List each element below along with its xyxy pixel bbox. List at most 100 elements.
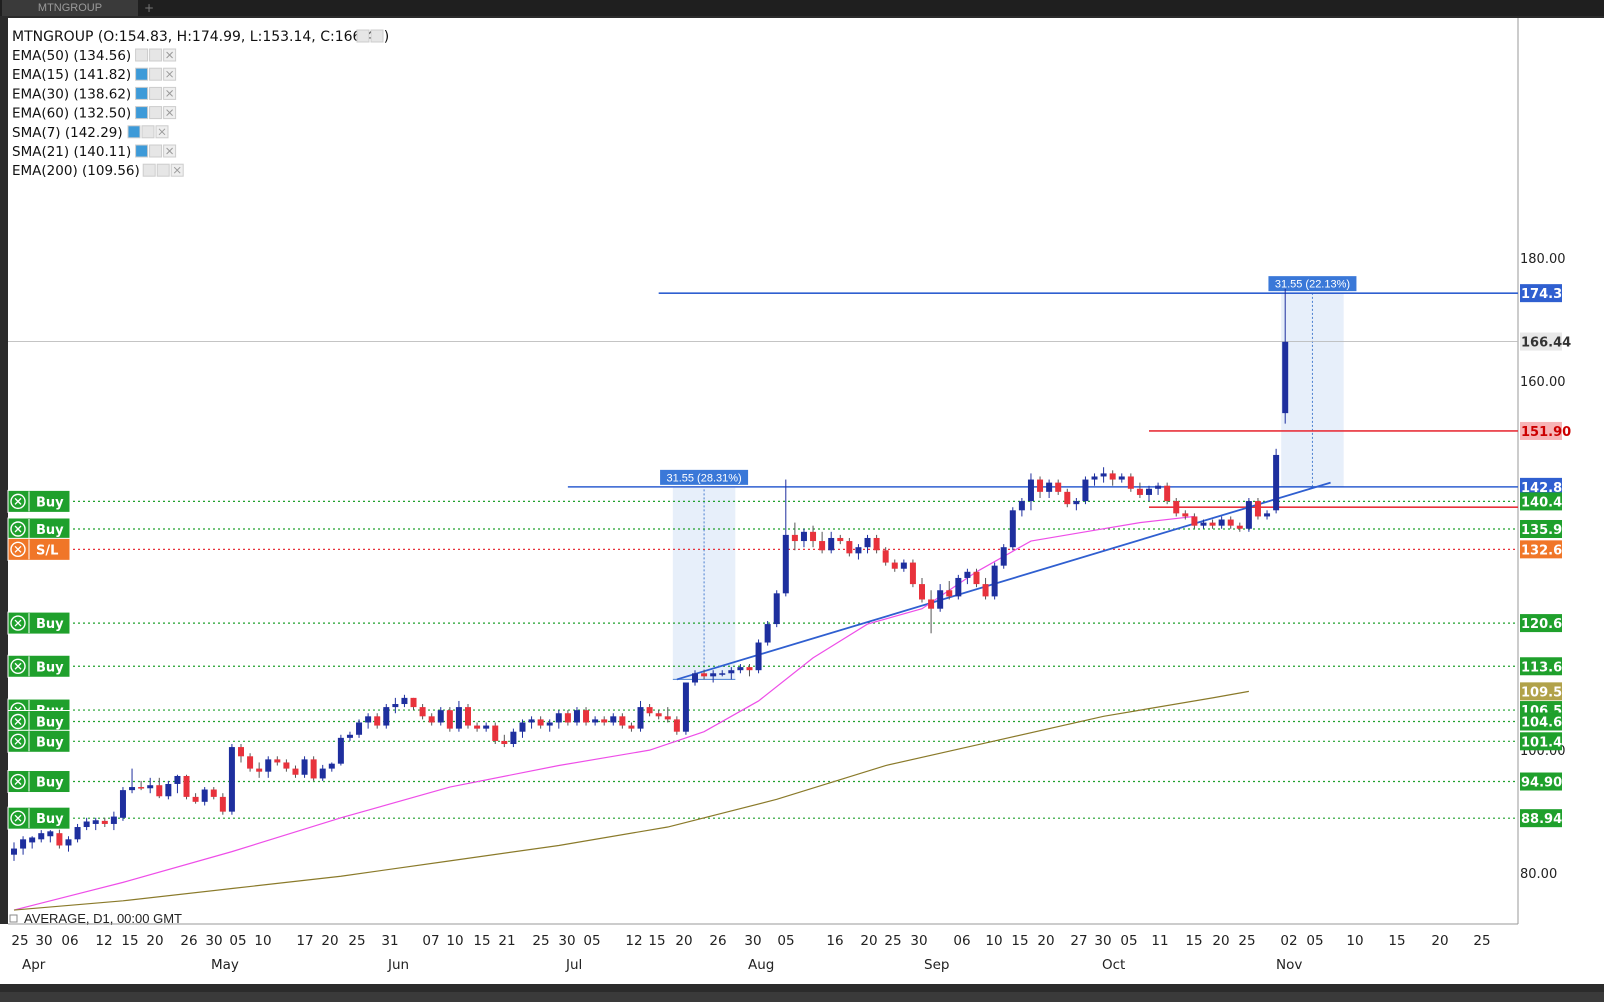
cancel-order-icon[interactable] <box>10 733 26 749</box>
candle[interactable] <box>101 820 108 824</box>
candle[interactable] <box>964 571 971 578</box>
candle[interactable] <box>419 707 426 717</box>
candle[interactable] <box>274 759 281 763</box>
candle[interactable] <box>791 534 798 542</box>
gear-icon[interactable] <box>149 86 163 100</box>
candle[interactable] <box>1046 482 1053 492</box>
candle[interactable] <box>1155 485 1162 489</box>
candle[interactable] <box>1273 454 1280 511</box>
candle[interactable] <box>882 550 889 563</box>
candle[interactable] <box>564 713 571 723</box>
candle[interactable] <box>38 833 45 840</box>
candle[interactable] <box>74 827 81 840</box>
candle[interactable] <box>328 763 335 769</box>
candle[interactable] <box>928 599 935 609</box>
order-button[interactable] <box>7 537 71 561</box>
candle[interactable] <box>474 725 481 729</box>
candle[interactable] <box>1000 547 1007 566</box>
candle[interactable] <box>746 667 753 671</box>
candle[interactable] <box>428 716 435 723</box>
candle[interactable] <box>165 783 172 797</box>
candle[interactable] <box>619 716 626 726</box>
candle[interactable] <box>292 768 299 775</box>
candle[interactable] <box>1236 525 1243 529</box>
candle[interactable] <box>692 673 698 683</box>
candle[interactable] <box>1100 473 1107 477</box>
cancel-order-icon[interactable] <box>10 493 26 510</box>
eye-icon[interactable] <box>135 48 149 62</box>
candle[interactable] <box>528 719 535 723</box>
candle[interactable] <box>1191 516 1198 526</box>
candle[interactable] <box>873 537 880 551</box>
gear-icon[interactable] <box>149 144 163 158</box>
cancel-order-icon[interactable] <box>10 615 26 631</box>
candle[interactable] <box>510 731 517 744</box>
plot-area[interactable] <box>8 18 1518 924</box>
candle[interactable] <box>238 747 244 757</box>
candle[interactable] <box>465 707 471 726</box>
candle[interactable] <box>365 716 372 723</box>
candle[interactable] <box>946 590 953 597</box>
candle[interactable] <box>846 541 853 554</box>
candle[interactable] <box>1164 485 1171 502</box>
candle[interactable] <box>637 707 644 729</box>
candle[interactable] <box>437 710 444 723</box>
candle[interactable] <box>919 584 925 600</box>
trendline[interactable] <box>676 481 1331 681</box>
candle[interactable] <box>183 775 190 797</box>
gear-icon[interactable] <box>149 67 163 81</box>
candle[interactable] <box>583 710 590 723</box>
candle[interactable] <box>810 531 817 542</box>
candle[interactable] <box>319 768 326 779</box>
order-button[interactable] <box>7 489 71 513</box>
eye-icon[interactable] <box>135 86 149 100</box>
candle[interactable] <box>1218 519 1225 526</box>
candle[interactable] <box>701 673 708 677</box>
candle[interactable] <box>356 722 363 735</box>
order-button[interactable] <box>7 729 71 753</box>
candle[interactable] <box>11 848 17 855</box>
candle[interactable] <box>555 713 562 723</box>
candle[interactable] <box>710 673 717 677</box>
candle[interactable] <box>601 719 608 723</box>
candle[interactable] <box>1118 476 1125 480</box>
gear-icon[interactable] <box>149 106 163 120</box>
eye-icon[interactable] <box>135 106 149 120</box>
candle[interactable] <box>455 707 462 729</box>
candle[interactable] <box>1009 510 1016 548</box>
candle[interactable] <box>228 747 235 812</box>
candle[interactable] <box>682 682 689 732</box>
candle[interactable] <box>1073 501 1080 505</box>
candle[interactable] <box>837 537 844 542</box>
candle[interactable] <box>1127 476 1134 489</box>
cancel-order-icon[interactable] <box>10 521 26 537</box>
indicator-label[interactable]: EMA(15) (141.82) <box>12 67 131 83</box>
candle[interactable] <box>719 673 726 675</box>
candle[interactable] <box>92 820 99 824</box>
order-button[interactable] <box>7 806 71 830</box>
candle[interactable] <box>673 719 680 732</box>
candle[interactable] <box>891 562 898 569</box>
candle[interactable] <box>446 710 453 729</box>
candle[interactable] <box>546 722 553 726</box>
candle[interactable] <box>773 593 780 625</box>
candle[interactable] <box>764 624 771 643</box>
candle[interactable] <box>138 787 145 789</box>
candle[interactable] <box>519 722 526 732</box>
candle[interactable] <box>56 833 63 846</box>
candle[interactable] <box>819 541 826 551</box>
candle[interactable] <box>1254 501 1261 517</box>
gear-icon[interactable] <box>149 48 163 62</box>
candle[interactable] <box>655 713 662 717</box>
candle[interactable] <box>174 775 181 784</box>
candle[interactable] <box>1282 341 1289 414</box>
candle[interactable] <box>129 787 136 791</box>
order-button[interactable] <box>7 611 71 635</box>
candle[interactable] <box>1173 501 1180 514</box>
gear-icon[interactable] <box>156 163 170 177</box>
candle[interactable] <box>855 547 862 554</box>
candle[interactable] <box>909 562 916 585</box>
gear-icon[interactable] <box>370 29 384 43</box>
candle[interactable] <box>1091 476 1098 480</box>
candle[interactable] <box>256 768 263 772</box>
